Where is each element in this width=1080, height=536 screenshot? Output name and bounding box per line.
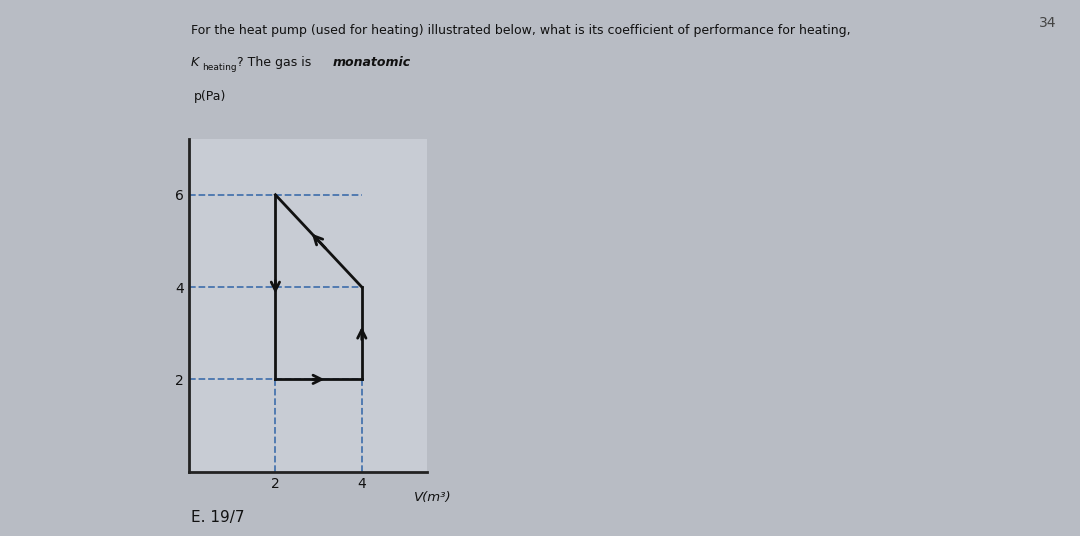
Text: A. 8/3: A. 8/3 — [191, 311, 235, 326]
Text: V(m³): V(m³) — [414, 490, 451, 503]
Text: C. 11/3: C. 11/3 — [191, 411, 245, 426]
Text: .: . — [403, 56, 407, 69]
Text: D. 14/3: D. 14/3 — [191, 460, 246, 475]
Text: ? The gas is: ? The gas is — [237, 56, 315, 69]
Text: heating: heating — [203, 63, 238, 72]
Text: monatomic: monatomic — [333, 56, 410, 69]
Text: B. 2: B. 2 — [191, 361, 221, 376]
Text: For the heat pump (used for heating) illustrated below, what is its coefficient : For the heat pump (used for heating) ill… — [191, 24, 851, 37]
Text: E. 19/7: E. 19/7 — [191, 510, 244, 525]
Text: 34: 34 — [1039, 16, 1056, 30]
Text: K: K — [191, 56, 200, 69]
Text: p(Pa): p(Pa) — [194, 90, 227, 103]
